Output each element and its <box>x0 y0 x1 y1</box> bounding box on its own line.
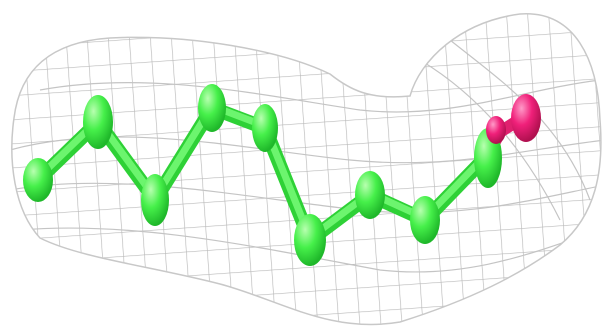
atom <box>355 171 385 219</box>
atom <box>141 174 169 226</box>
atom <box>198 84 226 132</box>
atom-pink <box>486 116 506 144</box>
atom <box>83 95 113 149</box>
atom <box>23 158 53 202</box>
atom-pink <box>511 94 541 142</box>
atoms <box>23 84 541 266</box>
atom <box>410 196 440 244</box>
atom <box>294 214 326 266</box>
atom <box>252 104 278 152</box>
